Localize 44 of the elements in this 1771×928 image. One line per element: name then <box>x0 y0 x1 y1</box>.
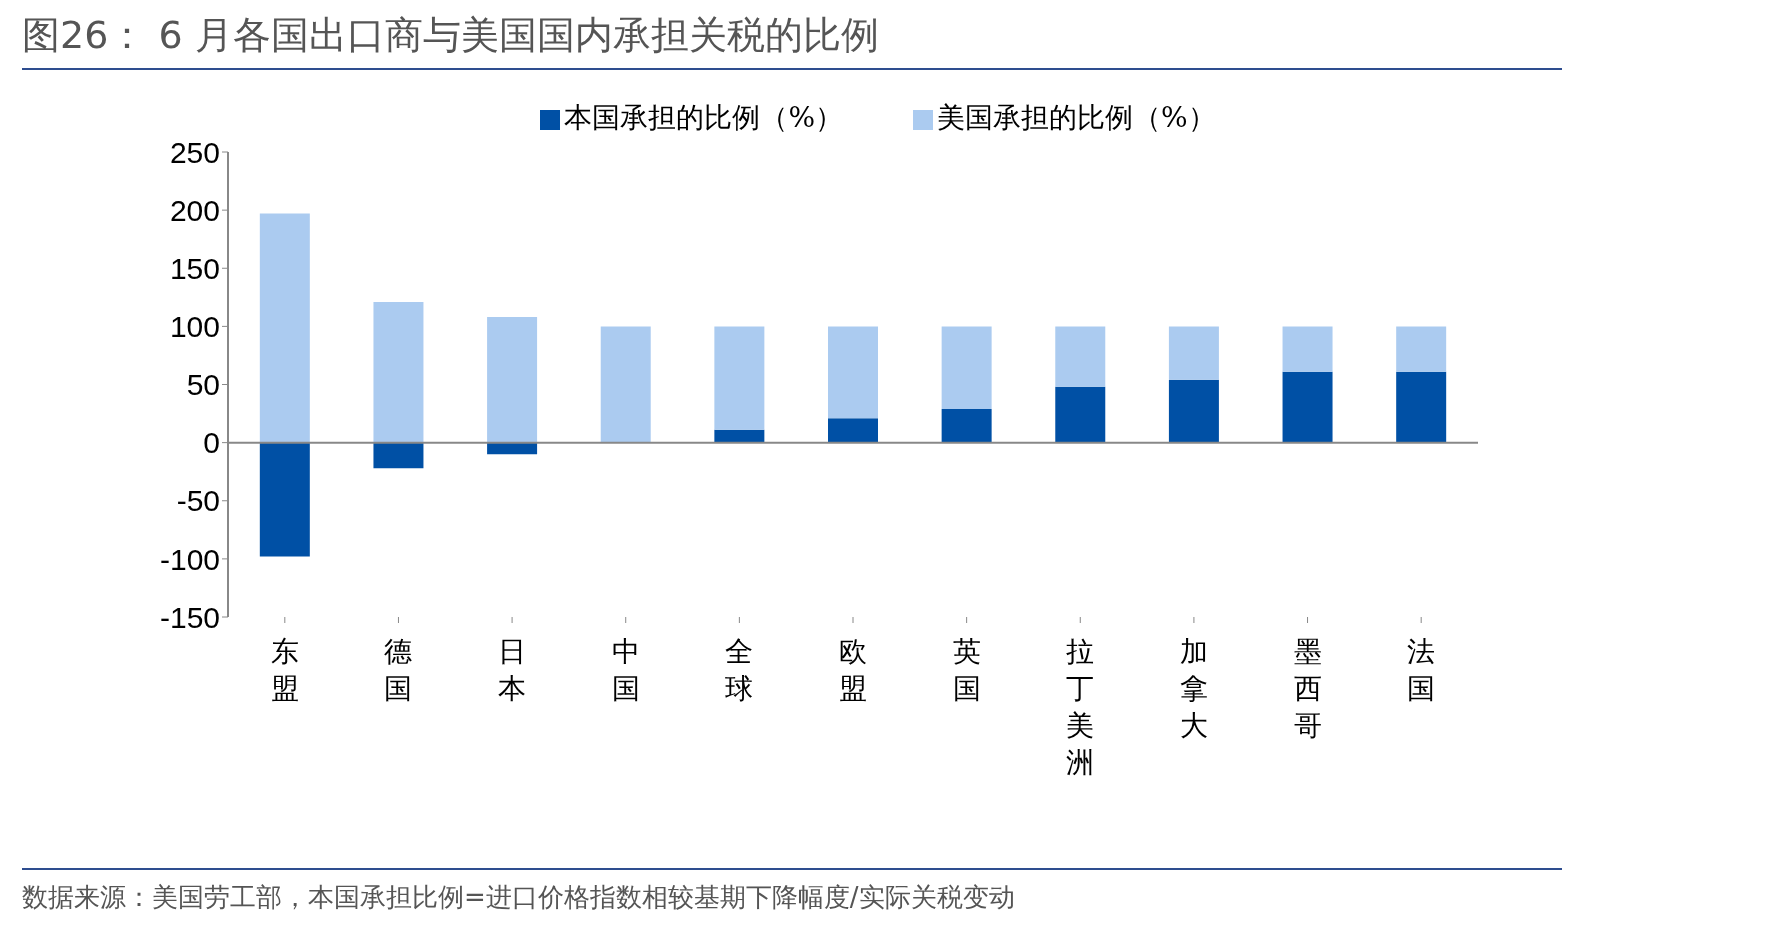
source-note: 数据来源：美国劳工部，本国承担比例=进口价格指数相较基期下降幅度/实际关税变动 <box>22 881 1015 914</box>
x-tick-label: 英国 <box>952 635 981 705</box>
y-tick-label: 150 <box>169 251 220 285</box>
x-tick-label: 全球 <box>725 635 754 705</box>
bar <box>487 317 538 443</box>
bar <box>828 418 878 443</box>
y-tick-label: 200 <box>169 193 220 227</box>
y-tick-label: 0 <box>203 426 220 460</box>
bar <box>1396 371 1447 443</box>
x-tick-label: 中国 <box>611 635 640 705</box>
y-tick-label: -100 <box>159 542 220 576</box>
bar <box>941 408 992 443</box>
bar <box>373 301 424 443</box>
y-tick-label: 50 <box>186 368 220 402</box>
bar <box>259 442 310 557</box>
y-tick-label: 100 <box>169 310 220 344</box>
legend-label: 美国承担的比例（%） <box>937 101 1216 134</box>
bar <box>941 326 992 409</box>
bar <box>828 326 878 419</box>
y-tick-label: -150 <box>159 600 220 634</box>
x-tick-label: 法国 <box>1407 635 1436 705</box>
bar <box>1055 386 1106 443</box>
x-tick-label: 日本 <box>498 635 527 705</box>
y-tick-label: -50 <box>176 484 220 518</box>
x-tick-label: 德国 <box>384 635 413 705</box>
bar <box>1396 326 1447 372</box>
bar <box>1055 326 1106 387</box>
bar <box>714 429 765 443</box>
x-tick-label: 拉丁美洲 <box>1066 635 1095 779</box>
x-tick-label: 加拿大 <box>1179 635 1208 742</box>
x-tick-label: 墨西哥 <box>1293 635 1322 742</box>
bar <box>1168 379 1219 443</box>
x-tick-label: 欧盟 <box>839 635 867 705</box>
bar <box>1168 326 1219 380</box>
bar <box>259 213 310 443</box>
y-tick-label: 250 <box>169 135 220 169</box>
legend-label: 本国承担的比例（%） <box>564 101 843 134</box>
bar <box>714 326 765 430</box>
bar <box>600 326 651 443</box>
bar <box>1282 326 1333 372</box>
bar <box>373 442 424 469</box>
chart-title: 图26： 6 月各国出口商与美国国内承担关税的比例 <box>22 12 879 59</box>
bar <box>1282 371 1333 443</box>
x-tick-label: 东盟 <box>270 635 299 705</box>
